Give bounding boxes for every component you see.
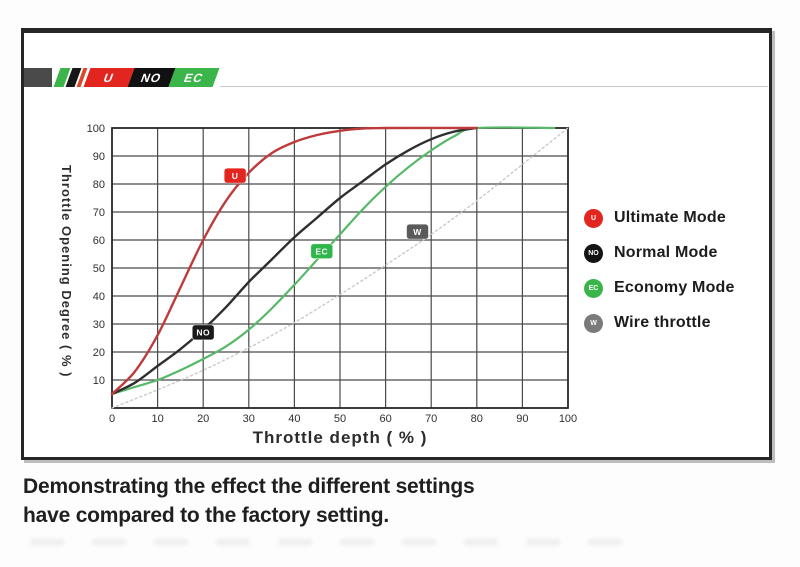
legend-item-wire: W Wire throttle bbox=[584, 312, 735, 334]
normal-mode-icon: NO bbox=[584, 243, 603, 263]
svg-text:100: 100 bbox=[87, 123, 105, 135]
ribbon-gray-bar bbox=[24, 68, 52, 87]
y-axis-title: Throttle Opening Degree ( % ) bbox=[59, 164, 74, 378]
svg-text:30: 30 bbox=[243, 413, 255, 425]
svg-text:60: 60 bbox=[93, 235, 105, 247]
svg-text:10: 10 bbox=[93, 375, 105, 387]
figure-frame bbox=[21, 28, 772, 460]
svg-text:100: 100 bbox=[559, 413, 577, 425]
figure-caption: Demonstrating the effect the different s… bbox=[23, 472, 583, 530]
svg-text:90: 90 bbox=[516, 413, 528, 425]
legend-label: Economy Mode bbox=[614, 279, 735, 296]
svg-text:W: W bbox=[413, 227, 422, 237]
svg-text:40: 40 bbox=[288, 413, 300, 425]
svg-text:60: 60 bbox=[379, 413, 391, 425]
svg-text:0: 0 bbox=[109, 413, 115, 425]
ultimate-mode-icon: U bbox=[584, 208, 603, 228]
svg-text:10: 10 bbox=[151, 413, 163, 425]
svg-text:20: 20 bbox=[197, 413, 209, 425]
svg-text:80: 80 bbox=[93, 179, 105, 191]
caption-line-1: Demonstrating the effect the different s… bbox=[23, 475, 475, 498]
svg-text:50: 50 bbox=[93, 263, 105, 275]
legend-label: Normal Mode bbox=[614, 244, 718, 261]
svg-text:70: 70 bbox=[425, 413, 437, 425]
brand-ribbon: U NO EC bbox=[24, 68, 772, 88]
svg-text:70: 70 bbox=[93, 207, 105, 219]
ribbon-hairline bbox=[220, 86, 768, 87]
legend-label: Wire throttle bbox=[614, 314, 711, 331]
svg-text:U: U bbox=[232, 171, 239, 181]
legend-item-ultimate: U Ultimate Mode bbox=[584, 207, 735, 229]
svg-text:40: 40 bbox=[93, 291, 105, 303]
economy-mode-icon: EC bbox=[584, 278, 603, 298]
x-axis-title: Throttle depth ( % ) bbox=[252, 428, 428, 447]
legend-item-normal: NO Normal Mode bbox=[584, 242, 735, 264]
svg-text:30: 30 bbox=[93, 319, 105, 331]
svg-text:90: 90 bbox=[93, 151, 105, 163]
legend-item-economy: EC Economy Mode bbox=[584, 277, 735, 299]
svg-text:20: 20 bbox=[93, 347, 105, 359]
scan-smudge bbox=[30, 539, 650, 545]
legend-label: Ultimate Mode bbox=[614, 209, 726, 226]
svg-text:NO: NO bbox=[196, 328, 210, 338]
svg-text:50: 50 bbox=[334, 413, 346, 425]
legend: U Ultimate Mode NO Normal Mode EC Econom… bbox=[584, 207, 735, 347]
wire-throttle-icon: W bbox=[584, 313, 603, 333]
svg-text:80: 80 bbox=[471, 413, 483, 425]
caption-line-2: have compared to the factory setting. bbox=[23, 504, 390, 527]
svg-text:EC: EC bbox=[315, 246, 328, 256]
